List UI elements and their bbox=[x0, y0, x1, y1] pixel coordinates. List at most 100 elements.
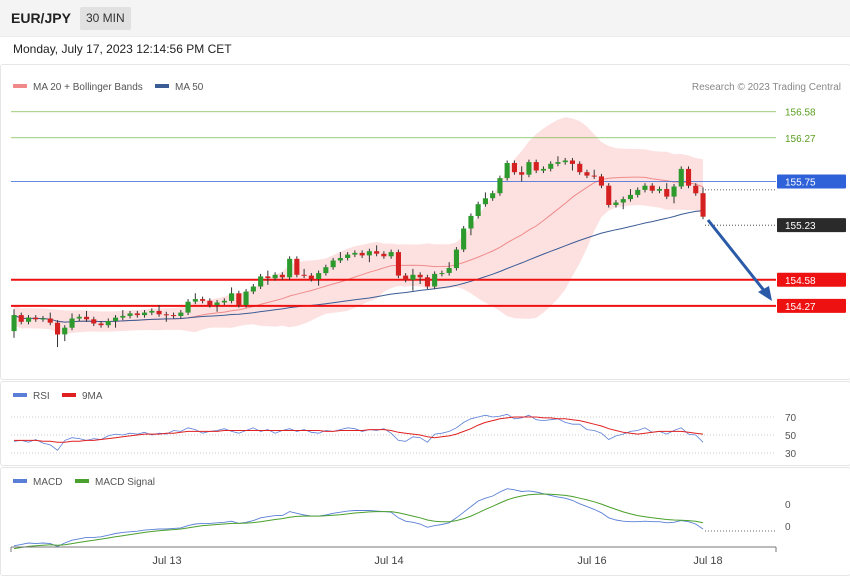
candle-body bbox=[84, 316, 90, 320]
candles bbox=[11, 156, 706, 348]
candle-body bbox=[577, 163, 583, 173]
candle-body bbox=[345, 254, 351, 258]
candle-body bbox=[468, 215, 474, 229]
candle-body bbox=[555, 162, 561, 164]
x-tick-label: Jul 18 bbox=[693, 555, 722, 567]
candle-body bbox=[40, 318, 46, 320]
candle-body bbox=[475, 204, 481, 216]
candle-body bbox=[526, 162, 532, 175]
rsi-axis-label: 50 bbox=[785, 431, 797, 442]
candle-body bbox=[403, 275, 409, 280]
candle-body bbox=[134, 313, 140, 316]
candle-body bbox=[192, 299, 198, 302]
x-tick-label: Jul 14 bbox=[374, 555, 403, 567]
candle-body bbox=[497, 178, 503, 194]
macd-legend-label: MACD bbox=[33, 477, 62, 488]
candle-body bbox=[366, 251, 372, 256]
candle-body bbox=[243, 291, 249, 305]
candle-body bbox=[120, 315, 126, 318]
candle-body bbox=[200, 299, 206, 301]
ma50-legend-label: MA 50 bbox=[175, 82, 204, 93]
candle-body bbox=[598, 176, 604, 186]
pivot-label: 155.75 bbox=[785, 177, 816, 188]
candle-body bbox=[18, 315, 24, 322]
candle-body bbox=[11, 315, 17, 332]
candle-body bbox=[671, 186, 677, 197]
forecast-arrow bbox=[706, 219, 772, 301]
candle-body bbox=[519, 172, 525, 175]
candle-body bbox=[207, 300, 213, 305]
last-price-label-box bbox=[777, 218, 846, 233]
macd-panel: 00 bbox=[13, 488, 791, 550]
rsi-legend-label: RSI bbox=[33, 391, 50, 402]
candle-body bbox=[642, 185, 648, 190]
candle-body bbox=[649, 185, 655, 191]
bollinger-band bbox=[14, 117, 703, 334]
candle-body bbox=[308, 275, 314, 279]
price-legend: MA 20 + Bollinger Bands MA 50 Research ©… bbox=[13, 82, 841, 93]
macd-legend-swatch bbox=[13, 479, 27, 483]
rsi-axis-label: 70 bbox=[785, 413, 797, 424]
timestamp: Monday, July 17, 2023 12:14:56 PM CET bbox=[13, 42, 232, 56]
candle-body bbox=[142, 312, 148, 316]
support-label-box bbox=[777, 298, 846, 313]
candle-body bbox=[410, 274, 416, 280]
candle-body bbox=[330, 260, 336, 268]
credit-text: Research © 2023 Trading Central bbox=[692, 82, 841, 93]
candle-body bbox=[388, 252, 394, 257]
candle-body bbox=[113, 317, 119, 321]
candle-body bbox=[47, 318, 53, 323]
candle-body bbox=[446, 268, 452, 273]
candle-body bbox=[258, 276, 264, 287]
candle-body bbox=[613, 202, 619, 205]
target-label: 156.27 bbox=[785, 134, 816, 145]
ma20-legend-label: MA 20 + Bollinger Bands bbox=[33, 82, 143, 93]
candle-body bbox=[504, 163, 510, 179]
candle-body bbox=[569, 160, 575, 164]
candle-body bbox=[606, 185, 612, 205]
candle-body bbox=[533, 162, 539, 171]
macd-signal-legend-swatch bbox=[75, 479, 89, 483]
support-label: 154.27 bbox=[785, 302, 816, 313]
x-tick-label: Jul 13 bbox=[152, 555, 181, 567]
candle-body bbox=[337, 258, 343, 261]
candle-body bbox=[214, 302, 220, 305]
candle-body bbox=[105, 321, 111, 326]
candle-body bbox=[265, 276, 271, 279]
rsi-legend: RSI 9MA bbox=[13, 391, 103, 402]
bollinger-band-area bbox=[14, 117, 703, 334]
candle-body bbox=[294, 258, 300, 275]
candle-body bbox=[395, 252, 401, 276]
ma20-legend-swatch bbox=[13, 84, 27, 88]
candle-body bbox=[562, 160, 568, 163]
candle-body bbox=[439, 273, 445, 275]
candle-body bbox=[76, 316, 82, 319]
candle-body bbox=[55, 322, 61, 335]
candle-body bbox=[359, 252, 365, 256]
target-label: 156.58 bbox=[785, 108, 816, 119]
rsi-panel: 70 50 30 bbox=[11, 413, 797, 460]
pivot-label-box bbox=[777, 174, 846, 189]
candle-body bbox=[700, 193, 706, 217]
candle-body bbox=[424, 277, 430, 287]
timeframe-badge[interactable]: 30 MIN bbox=[80, 7, 131, 30]
candle-body bbox=[453, 249, 459, 269]
candle-body bbox=[301, 274, 307, 276]
title-bar: EUR/JPY 30 MIN bbox=[0, 0, 850, 37]
rsi-ma-legend-swatch bbox=[62, 393, 76, 397]
candle-body bbox=[171, 315, 177, 317]
candle-body bbox=[635, 189, 641, 195]
price-levels bbox=[11, 111, 776, 307]
support-label-box bbox=[777, 272, 846, 287]
candle-body bbox=[91, 319, 97, 324]
candle-body bbox=[279, 274, 285, 278]
candle-body bbox=[69, 318, 75, 328]
candle-body bbox=[287, 258, 293, 278]
candle-body bbox=[417, 274, 423, 278]
candle-body bbox=[490, 193, 496, 199]
candle-body bbox=[163, 314, 169, 316]
candle-body bbox=[185, 301, 191, 313]
ma50-line bbox=[13, 210, 704, 323]
candle-body bbox=[381, 253, 387, 257]
candle-body bbox=[352, 252, 358, 255]
